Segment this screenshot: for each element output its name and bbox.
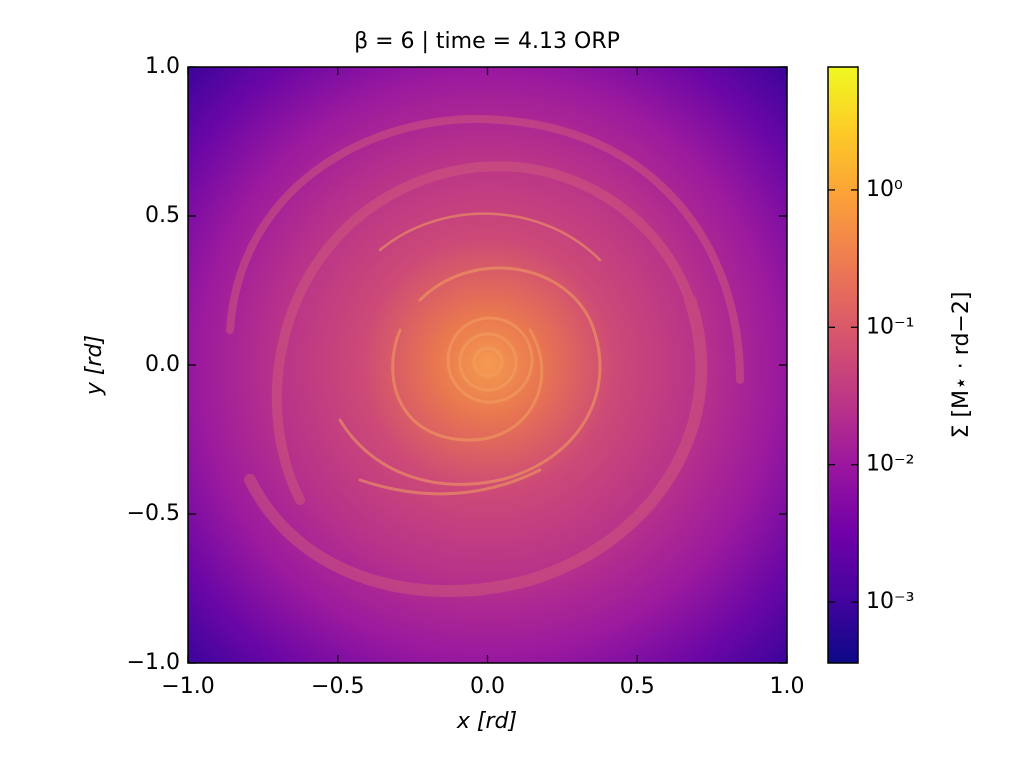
y-tick-label: 0.5 [145, 203, 180, 228]
x-tick-label: −1.0 [161, 674, 214, 699]
colorbar-label: Σ [M⋆ · rd−2] [949, 292, 974, 439]
chart-title: β = 6 | time = 4.13 ORP [354, 29, 620, 54]
colorbar-tick-label: 10⁻³ [866, 589, 914, 614]
colorbar-tick-label: 10⁻¹ [866, 314, 914, 339]
y-tick-label: 1.0 [145, 54, 180, 79]
y-tick-label: 0.0 [145, 352, 180, 377]
x-tick-label: 0.5 [620, 674, 655, 699]
y-tick-label: −1.0 [127, 650, 180, 675]
colorbar-tick-label: 10⁰ [866, 177, 903, 202]
x-tick-label: 1.0 [770, 674, 805, 699]
colorbar-tick-label: 10⁻² [866, 452, 914, 477]
y-tick-label: −0.5 [127, 501, 180, 526]
density-image [188, 67, 787, 663]
x-axis-label: x [rd] [456, 709, 517, 734]
y-axis-label: y [rd] [82, 335, 107, 396]
x-tick-label: 0.0 [470, 674, 505, 699]
colorbar [827, 66, 859, 664]
x-tick-label: −0.5 [311, 674, 364, 699]
